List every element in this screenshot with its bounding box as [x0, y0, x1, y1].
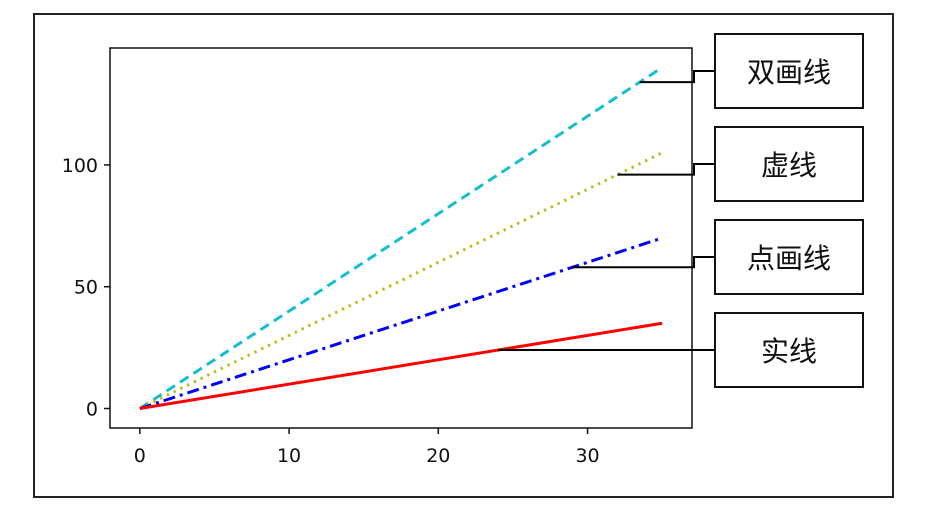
- x-tick-label: 30: [575, 445, 599, 467]
- annotation-label: 点画线: [746, 242, 831, 275]
- annotation-label: 虚线: [760, 149, 817, 182]
- x-tick-label: 0: [134, 445, 146, 467]
- annotation-box-double-dash: 双画线: [714, 33, 864, 109]
- series-line-solid: [139, 321, 663, 410]
- annotation-label: 实线: [760, 335, 817, 368]
- x-tick-label: 20: [426, 445, 450, 467]
- annotation-leader-line: [572, 256, 714, 269]
- y-tick-label: 100: [62, 155, 98, 177]
- annotation-leaders: [498, 70, 714, 352]
- annotation-label: 双画线: [746, 56, 831, 89]
- y-tick-label: 0: [86, 399, 98, 421]
- annotation-box-dotted: 虚线: [714, 126, 864, 202]
- series-line-dashed: [139, 66, 663, 410]
- annotation-box-dashdot: 点画线: [714, 219, 864, 295]
- annotation-box-solid: 实线: [714, 312, 864, 388]
- y-tick-label: 50: [74, 277, 98, 299]
- axis-ticks: 0 10 20 30 0 50 100: [62, 155, 600, 467]
- annotation-leader-line: [617, 163, 714, 176]
- x-tick-label: 10: [277, 445, 301, 467]
- annotation-leader-line: [639, 70, 714, 84]
